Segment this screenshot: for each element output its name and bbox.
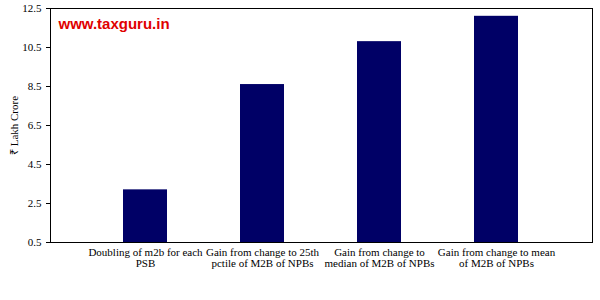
svg-text:4.5: 4.5 — [28, 158, 42, 170]
svg-text:10.5: 10.5 — [22, 41, 42, 53]
svg-text:Doubling of m2b for eachPSB: Doubling of m2b for eachPSB — [88, 246, 203, 269]
svg-text:Gain from change tomedian of M: Gain from change tomedian of M2B of NPBs — [325, 246, 435, 269]
svg-text:12.5: 12.5 — [22, 2, 42, 14]
svg-text:2.5: 2.5 — [28, 197, 42, 209]
svg-text:www.taxguru.in: www.taxguru.in — [58, 15, 170, 32]
svg-text:6.5: 6.5 — [28, 119, 42, 131]
svg-text:₹ Lakh Crore: ₹ Lakh Crore — [8, 96, 20, 155]
svg-text:0.5: 0.5 — [28, 236, 42, 248]
svg-text:Gain from change to 25thpctile: Gain from change to 25thpctile of M2B of… — [206, 246, 320, 269]
svg-text:8.5: 8.5 — [28, 80, 42, 92]
svg-text:Gain from change to meanof M2B: Gain from change to meanof M2B of NPBs — [438, 246, 556, 269]
